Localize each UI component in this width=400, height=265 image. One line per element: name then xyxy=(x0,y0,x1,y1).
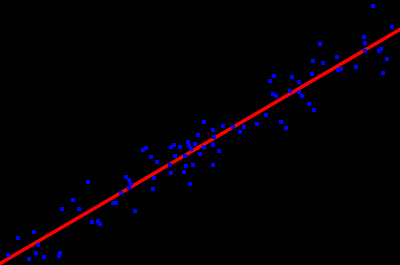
Point xyxy=(122,175,129,179)
Point xyxy=(190,162,196,167)
Point xyxy=(58,207,65,211)
Point xyxy=(97,222,103,227)
Point xyxy=(26,257,32,261)
Point xyxy=(378,47,384,51)
Point xyxy=(172,154,178,158)
Point xyxy=(88,220,95,224)
Point xyxy=(126,177,132,182)
Point xyxy=(177,145,183,149)
Point xyxy=(310,59,316,63)
Point xyxy=(210,143,216,147)
Point xyxy=(201,120,207,124)
Point xyxy=(143,145,150,150)
Point xyxy=(309,72,315,76)
Point xyxy=(370,4,376,8)
Point xyxy=(34,243,41,247)
Point xyxy=(192,142,198,146)
Point xyxy=(210,128,216,132)
Point xyxy=(197,152,204,156)
Point xyxy=(182,164,189,168)
Point xyxy=(14,236,21,241)
Point xyxy=(229,125,236,129)
Point xyxy=(311,108,317,113)
Point xyxy=(150,187,156,191)
Point xyxy=(383,56,390,61)
Point xyxy=(254,122,260,126)
Point xyxy=(85,180,91,184)
Point xyxy=(167,163,173,167)
Point xyxy=(185,143,192,147)
Point xyxy=(113,201,119,205)
Point xyxy=(263,112,269,117)
Point xyxy=(41,254,47,259)
Point xyxy=(353,65,359,69)
Point xyxy=(56,253,62,258)
Point xyxy=(273,93,279,98)
Point xyxy=(360,35,367,39)
Point xyxy=(128,182,134,186)
Point xyxy=(271,74,278,78)
Point xyxy=(33,251,39,255)
Point xyxy=(237,130,244,134)
Point xyxy=(362,41,368,45)
Point xyxy=(76,207,82,211)
Point xyxy=(299,94,306,98)
Point xyxy=(380,71,386,75)
Point xyxy=(118,191,124,195)
Point xyxy=(70,198,76,202)
Point xyxy=(317,42,324,46)
Point xyxy=(306,101,313,106)
Point xyxy=(170,143,177,147)
Point xyxy=(210,135,217,139)
Point xyxy=(148,154,155,159)
Point xyxy=(240,125,247,129)
Point xyxy=(151,176,157,180)
Point xyxy=(57,251,63,255)
Point xyxy=(168,145,174,149)
Point xyxy=(288,75,295,79)
Point xyxy=(334,54,340,59)
Point xyxy=(338,67,344,71)
Point xyxy=(220,124,226,129)
Point xyxy=(30,230,37,235)
Point xyxy=(5,253,12,257)
Point xyxy=(320,60,326,65)
Point xyxy=(168,171,174,175)
Point xyxy=(188,147,194,151)
Point xyxy=(335,68,341,72)
Point xyxy=(95,219,101,223)
Point xyxy=(388,25,395,29)
Point xyxy=(210,163,216,167)
Point xyxy=(154,160,160,164)
Point xyxy=(110,200,116,205)
Point xyxy=(296,80,302,85)
Point xyxy=(283,125,290,130)
Point xyxy=(362,49,368,53)
Point xyxy=(180,170,187,174)
Point xyxy=(376,48,382,53)
Point xyxy=(201,145,208,149)
Point xyxy=(182,154,188,158)
Point xyxy=(216,149,222,153)
Point xyxy=(278,120,284,124)
Point xyxy=(287,89,293,94)
Point xyxy=(296,90,302,94)
Point xyxy=(126,186,132,190)
Point xyxy=(140,148,146,153)
Point xyxy=(186,182,193,186)
Point xyxy=(270,92,276,96)
Point xyxy=(185,140,191,145)
Point xyxy=(132,209,138,214)
Point xyxy=(267,78,274,83)
Point xyxy=(195,133,202,138)
